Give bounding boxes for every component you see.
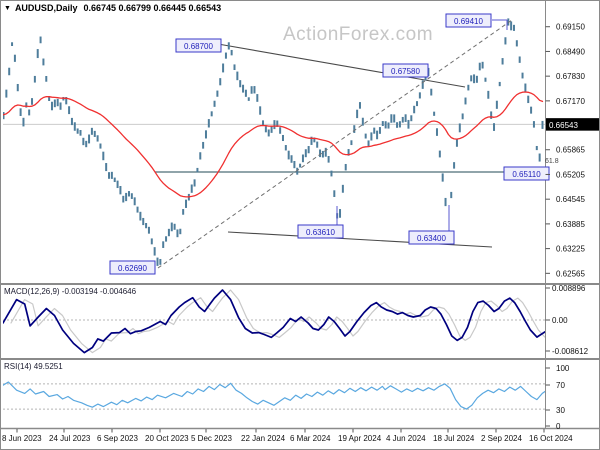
date-axis-label: 8 Jun 2023 xyxy=(2,434,42,443)
date-axis-label: 5 Dec 2023 xyxy=(191,434,232,443)
date-axis-label: 18 Jul 2024 xyxy=(433,434,475,443)
price-axis: 0.69150 0.68490 0.67830 0.67170 0.65865 0.652… xyxy=(545,23,585,278)
price-axis-label: 0.63225 xyxy=(556,245,585,254)
rsi-axis-label: 100 xyxy=(556,364,570,373)
dashed-trendline[interactable] xyxy=(157,19,513,269)
date-axis-label: 4 Jun 2024 xyxy=(386,434,426,443)
svg-text:0.68700: 0.68700 xyxy=(184,42,213,51)
macd-axis-label: -0.008612 xyxy=(552,347,589,356)
price-level-annotation[interactable]: 0.69410 xyxy=(445,13,492,28)
date-axis-label: 6 Sep 2023 xyxy=(97,434,138,443)
svg-text:0.63610: 0.63610 xyxy=(306,228,335,237)
price-axis-label: 0.67170 xyxy=(556,97,585,106)
svg-text:0.69410: 0.69410 xyxy=(454,17,483,26)
fib-retracement-label: 61.8 xyxy=(545,158,559,165)
price-level-annotation[interactable]: 0.63400 xyxy=(408,230,455,245)
macd-axis-label: 0.008896 xyxy=(552,284,586,293)
price-axis-label: 0.62565 xyxy=(556,269,585,278)
date-axis-label: 2 Sep 2024 xyxy=(481,434,522,443)
current-price-tag: 0.66543 xyxy=(546,118,599,131)
macd-indicator-label: MACD(12,26,9) -0.003194 -0.004646 xyxy=(4,287,137,296)
rsi-axis-label: 0 xyxy=(556,422,561,431)
price-axis-label: 0.63885 xyxy=(556,220,585,229)
ohlc-values: 0.66745 0.66799 0.66445 0.66543 xyxy=(83,3,222,13)
svg-text:0.63400: 0.63400 xyxy=(417,234,446,243)
moving-average-line xyxy=(3,91,544,198)
price-axis-label: 0.67830 xyxy=(556,72,585,81)
symbol-dropdown-icon[interactable]: ▼ xyxy=(4,5,11,12)
rsi-axis: 100 70 30 0 xyxy=(545,364,570,431)
date-axis-label: 24 Jul 2023 xyxy=(49,434,91,443)
date-axis-label: 6 Mar 2024 xyxy=(290,434,331,443)
svg-text:0.65110: 0.65110 xyxy=(512,170,541,179)
rsi-indicator-label: RSI(14) 49.5251 xyxy=(4,362,63,371)
macd-signal-line xyxy=(10,289,545,354)
macd-main-line xyxy=(3,289,545,354)
macd-panel[interactable] xyxy=(3,289,553,354)
price-panel[interactable] xyxy=(3,18,545,269)
macd-axis: 0.008896 0.00 -0.008612 xyxy=(545,284,589,356)
price-level-annotation[interactable]: 0.68700 xyxy=(175,38,222,53)
rsi-axis-label: 70 xyxy=(556,381,565,390)
rsi-panel[interactable] xyxy=(3,381,545,410)
price-axis-label: 0.68490 xyxy=(556,47,585,56)
watermark: ActionForex.com xyxy=(283,24,434,45)
price-level-annotation[interactable]: 0.67580 xyxy=(382,63,429,78)
price-level-annotation[interactable]: 0.62690 xyxy=(109,260,156,275)
date-axis: 8 Jun 2023 24 Jul 2023 6 Sep 2023 20 Oct 20… xyxy=(2,429,573,443)
svg-text:0.66543: 0.66543 xyxy=(549,121,578,130)
price-axis-label: 0.65205 xyxy=(556,170,585,179)
price-level-annotation[interactable]: 0.65110 xyxy=(503,166,550,181)
price-bars xyxy=(3,18,544,266)
price-axis-label: 0.65865 xyxy=(556,146,585,155)
date-axis-label: 16 Oct 2024 xyxy=(529,434,573,443)
price-level-annotation[interactable]: 0.63610 xyxy=(297,224,344,239)
date-axis-label: 22 Jan 2024 xyxy=(241,434,286,443)
trendline[interactable] xyxy=(217,43,466,88)
svg-text:0.67580: 0.67580 xyxy=(391,67,420,76)
price-axis-label: 0.64545 xyxy=(556,195,585,204)
rsi-axis-label: 30 xyxy=(556,406,565,415)
date-axis-label: 20 Oct 2023 xyxy=(145,434,189,443)
macd-axis-label: 0.00 xyxy=(552,316,568,325)
date-axis-label: 19 Apr 2024 xyxy=(338,434,382,443)
symbol-title: ▼ AUDUSD,Daily 0.66745 0.66799 0.66445 0.6… xyxy=(4,3,221,13)
rsi-line xyxy=(3,381,545,410)
symbol-name: AUDUSD,Daily xyxy=(14,3,78,13)
svg-text:0.62690: 0.62690 xyxy=(118,264,147,273)
price-axis-label: 0.69150 xyxy=(556,23,585,32)
